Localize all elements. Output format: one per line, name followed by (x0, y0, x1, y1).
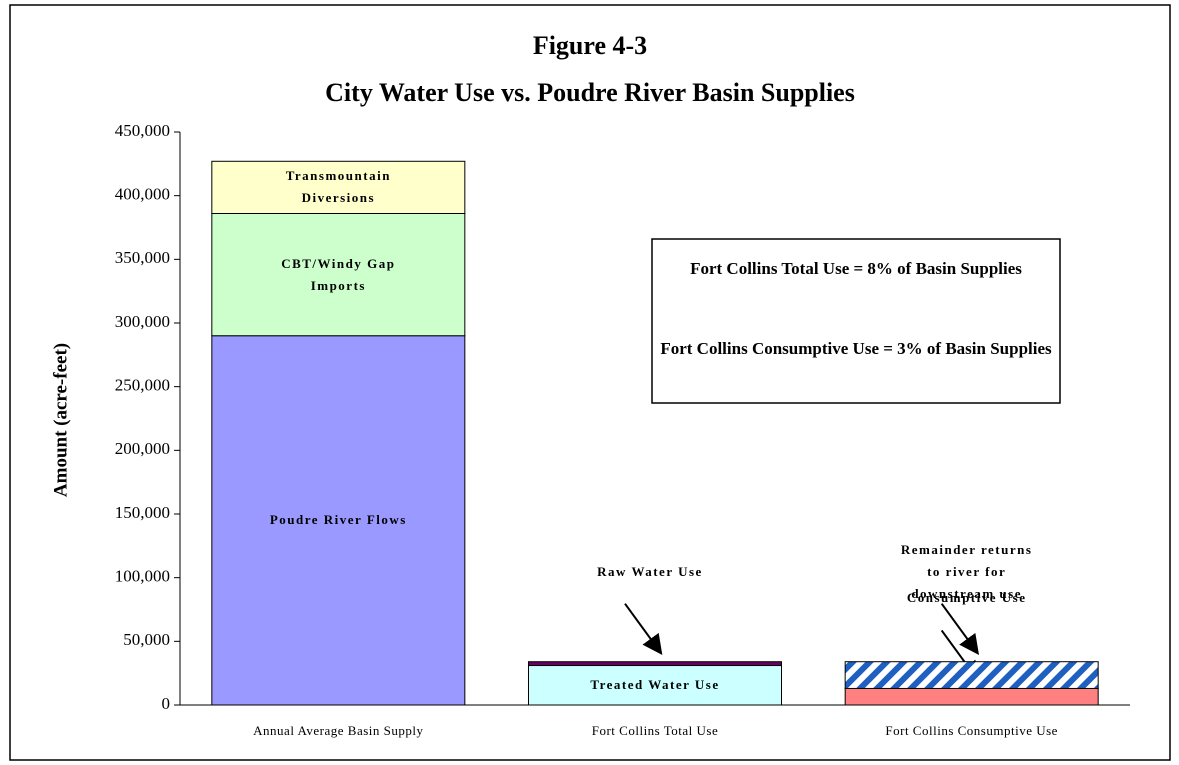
x-tick-label: Annual Average Basin Supply (253, 723, 423, 738)
chart-subtitle: City Water Use vs. Poudre River Basin Su… (325, 78, 855, 107)
segment-label: Raw Water Use (597, 563, 703, 579)
bar-segment (528, 661, 782, 667)
segment-label: Transmountain Diversions (285, 168, 391, 206)
segment-label: Poudre River Flows (269, 512, 407, 528)
y-tick-label: 250,000 (115, 376, 170, 395)
arrow (624, 603, 663, 655)
arrow (940, 603, 980, 655)
segment-label: Consumptive Use (906, 590, 1027, 606)
bar-segment (211, 160, 466, 214)
x-tick-label: Fort Collins Consumptive Use (885, 723, 1058, 738)
segment-label: Treated Water Use (590, 677, 720, 693)
chart-title: Figure 4-3 (533, 31, 647, 60)
y-tick-label: 100,000 (115, 567, 170, 586)
segment-label: Remainder returns to river for downstrea… (900, 541, 1033, 601)
frame (9, 4, 1171, 761)
y-tick-label: 0 (162, 694, 171, 713)
bar-segment (211, 335, 466, 706)
y-tick-label: 450,000 (115, 121, 170, 140)
segment-label: CBT/Windy Gap Imports (281, 255, 396, 293)
x-tick-label: Fort Collins Total Use (592, 723, 719, 738)
bar-segment (844, 661, 1099, 689)
bar-segment (211, 212, 466, 337)
bar-segment (844, 687, 1099, 706)
bar-segment (528, 665, 782, 706)
y-axis-label: Amount (acre-feet) (50, 343, 71, 497)
note-text: Fort Collins Total Use = 8% of Basin Sup… (690, 259, 1022, 278)
y-tick-label: 300,000 (115, 312, 170, 331)
note-text: Fort Collins Consumptive Use = 3% of Bas… (660, 339, 1052, 358)
y-tick-label: 350,000 (115, 248, 170, 267)
note-box (651, 238, 1061, 404)
y-tick-label: 150,000 (115, 503, 170, 522)
y-tick-label: 400,000 (115, 185, 170, 204)
y-tick-label: 200,000 (115, 439, 170, 458)
y-tick-label: 50,000 (123, 630, 170, 649)
